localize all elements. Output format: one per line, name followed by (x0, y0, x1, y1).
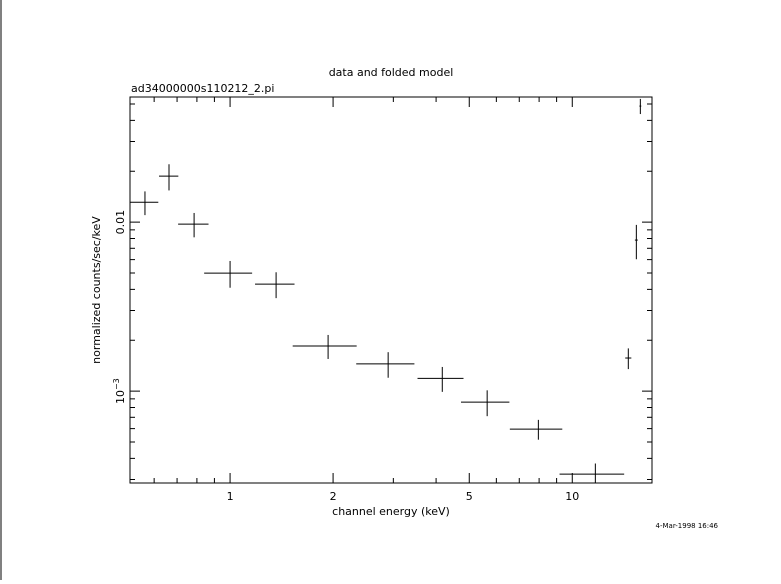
chart-title: data and folded model (329, 66, 454, 79)
timestamp: 4-Mar-1998 16:46 (656, 522, 719, 530)
plot-frame (129, 96, 653, 484)
plot-area (130, 98, 642, 483)
x-tick-label: 10 (565, 490, 579, 503)
x-tick-label: 2 (330, 490, 337, 503)
x-tick-label: 5 (466, 490, 473, 503)
y-axis-label: normalized counts/sec/keV (90, 216, 103, 364)
x-tick-label: 1 (227, 490, 234, 503)
y-tick-label: 0.01 (114, 210, 127, 235)
y-tick-label: 10−3 (112, 378, 127, 404)
y-tick-label-base: 10 (114, 390, 127, 404)
x-axis-label: channel energy (keV) (332, 505, 450, 518)
chart-subtitle: ad34000000s110212_2.pi (131, 82, 274, 95)
y-tick-label-exponent: −3 (112, 378, 121, 390)
